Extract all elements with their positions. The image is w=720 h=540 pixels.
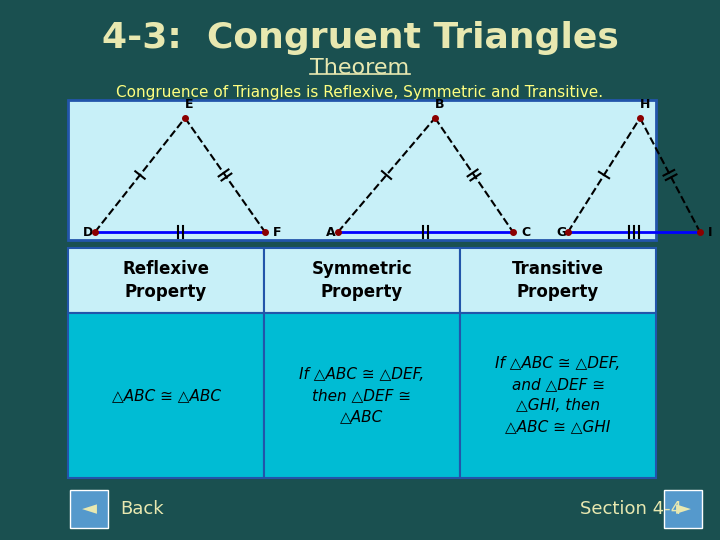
FancyBboxPatch shape bbox=[460, 313, 656, 478]
FancyBboxPatch shape bbox=[264, 313, 460, 478]
Text: Symmetric
Property: Symmetric Property bbox=[312, 260, 413, 301]
Text: Reflexive
Property: Reflexive Property bbox=[122, 260, 210, 301]
FancyBboxPatch shape bbox=[460, 248, 656, 313]
FancyBboxPatch shape bbox=[68, 248, 264, 313]
Text: Theorem: Theorem bbox=[310, 58, 410, 78]
Text: Transitive
Property: Transitive Property bbox=[512, 260, 604, 301]
Text: I: I bbox=[708, 226, 713, 239]
Text: If △ABC ≅ △DEF,
then △DEF ≅
△ABC: If △ABC ≅ △DEF, then △DEF ≅ △ABC bbox=[300, 367, 425, 424]
Text: F: F bbox=[273, 226, 282, 239]
Text: A: A bbox=[326, 226, 336, 239]
Text: B: B bbox=[435, 98, 444, 111]
Text: D: D bbox=[83, 226, 94, 239]
FancyBboxPatch shape bbox=[264, 248, 460, 313]
FancyBboxPatch shape bbox=[664, 490, 702, 528]
FancyBboxPatch shape bbox=[70, 490, 108, 528]
Text: If △ABC ≅ △DEF,
and △DEF ≅
△GHI, then
△ABC ≅ △GHI: If △ABC ≅ △DEF, and △DEF ≅ △GHI, then △A… bbox=[495, 356, 621, 435]
Text: △ABC ≅ △ABC: △ABC ≅ △ABC bbox=[112, 388, 220, 403]
Text: Section 4-4: Section 4-4 bbox=[580, 500, 682, 518]
FancyBboxPatch shape bbox=[68, 100, 656, 240]
Text: Back: Back bbox=[120, 500, 163, 518]
Text: G: G bbox=[556, 226, 566, 239]
Text: ◄: ◄ bbox=[81, 500, 96, 518]
Text: Congruence of Triangles is Reflexive, Symmetric and Transitive.: Congruence of Triangles is Reflexive, Sy… bbox=[117, 84, 603, 99]
Text: ►: ► bbox=[675, 500, 690, 518]
Text: C: C bbox=[521, 226, 530, 239]
Text: H: H bbox=[640, 98, 650, 111]
Text: 4-3:  Congruent Triangles: 4-3: Congruent Triangles bbox=[102, 21, 618, 55]
FancyBboxPatch shape bbox=[68, 313, 264, 478]
Text: E: E bbox=[185, 98, 194, 111]
